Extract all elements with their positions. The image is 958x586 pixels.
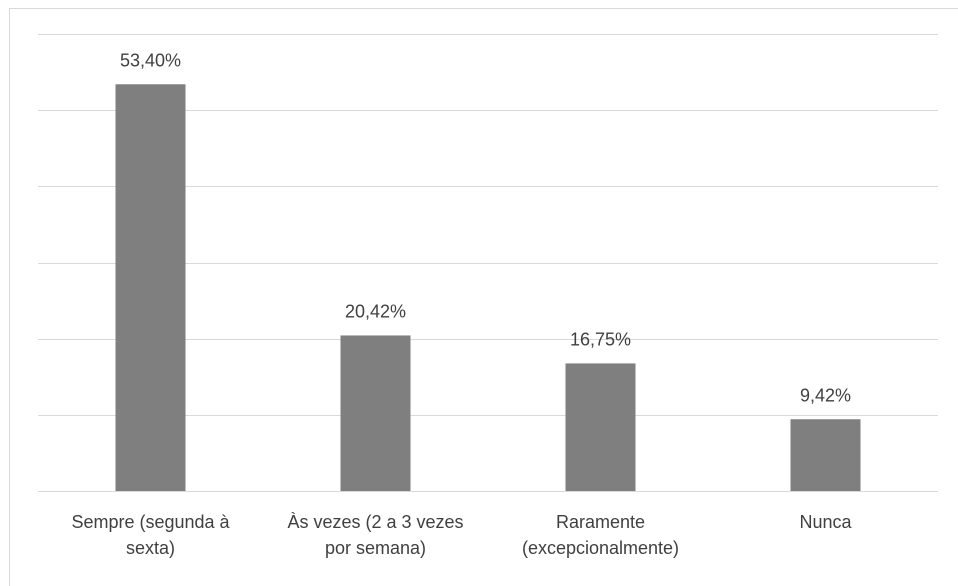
gridlines	[38, 34, 938, 492]
data-labels: 53,40% 20,42% 16,75% 9,42%	[120, 50, 851, 405]
category-label-1-line-0: Às vezes (2 a 3 vezes	[287, 512, 463, 532]
category-tick-labels: Sempre (segunda à sexta) Às vezes (2 a 3 v…	[71, 512, 852, 558]
bar-1	[340, 335, 411, 491]
bars	[115, 84, 861, 492]
bar-0	[115, 84, 186, 492]
data-label-2: 16,75%	[570, 329, 631, 349]
bar-3	[790, 419, 861, 491]
category-label-2-line-1: (excepcionalmente)	[522, 538, 679, 558]
data-label-0: 53,40%	[120, 50, 181, 70]
category-label-2-line-0: Raramente	[556, 512, 645, 532]
data-label-1: 20,42%	[345, 301, 406, 321]
data-label-3: 9,42%	[800, 385, 851, 405]
category-label-0-line-1: sexta)	[126, 538, 175, 558]
bar-2	[565, 363, 636, 491]
category-label-3-line-0: Nunca	[799, 512, 852, 532]
category-label-1-line-1: por semana)	[325, 538, 426, 558]
chart-frame	[9, 8, 958, 586]
category-label-0-line-0: Sempre (segunda à	[71, 512, 230, 532]
